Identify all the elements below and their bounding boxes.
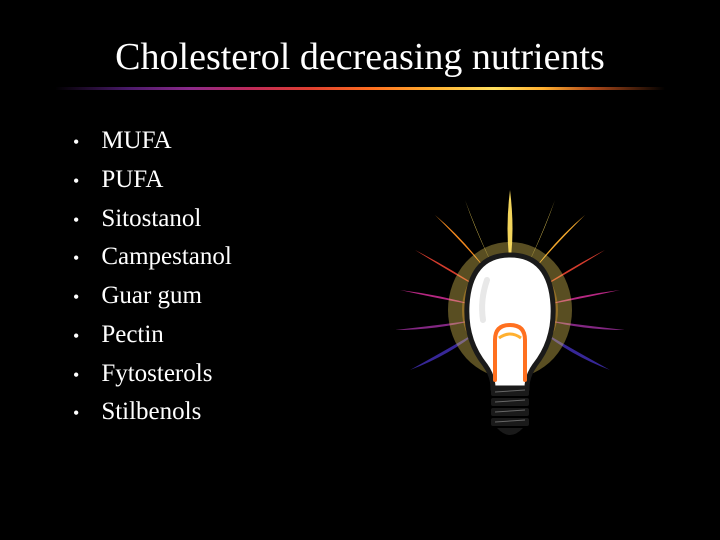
bullet-text: Campestanol — [101, 238, 232, 277]
list-item: • Sitostanol — [73, 200, 232, 239]
list-item: • Fytosterols — [73, 355, 232, 394]
list-item: • PUFA — [73, 161, 232, 200]
bullet-icon: • — [73, 362, 79, 390]
list-item: • MUFA — [73, 122, 232, 161]
bullet-text: Sitostanol — [101, 200, 201, 239]
bullet-icon: • — [73, 323, 79, 351]
bullet-text: Stilbenols — [101, 393, 201, 432]
bullet-icon: • — [73, 284, 79, 312]
bullet-text: PUFA — [101, 161, 163, 200]
slide-title: Cholesterol decreasing nutrients — [55, 35, 665, 79]
lightbulb-icon — [375, 170, 645, 480]
slide: Cholesterol decreasing nutrients • MUFA … — [0, 0, 720, 540]
bullet-list: • MUFA • PUFA • Sitostanol • Campestanol… — [55, 122, 232, 432]
bullet-text: Guar gum — [101, 277, 202, 316]
list-item: • Pectin — [73, 316, 232, 355]
list-item: • Guar gum — [73, 277, 232, 316]
bullet-icon: • — [73, 129, 79, 157]
title-underline — [55, 87, 665, 90]
bullet-icon: • — [73, 168, 79, 196]
bullet-text: MUFA — [101, 122, 171, 161]
slide-content: • MUFA • PUFA • Sitostanol • Campestanol… — [55, 122, 665, 432]
bullet-icon: • — [73, 207, 79, 235]
bullet-text: Pectin — [101, 316, 164, 355]
bullet-icon: • — [73, 245, 79, 273]
lightbulb-illustration — [375, 170, 645, 480]
bullet-icon: • — [73, 400, 79, 428]
list-item: • Campestanol — [73, 238, 232, 277]
list-item: • Stilbenols — [73, 393, 232, 432]
bullet-text: Fytosterols — [101, 355, 212, 394]
